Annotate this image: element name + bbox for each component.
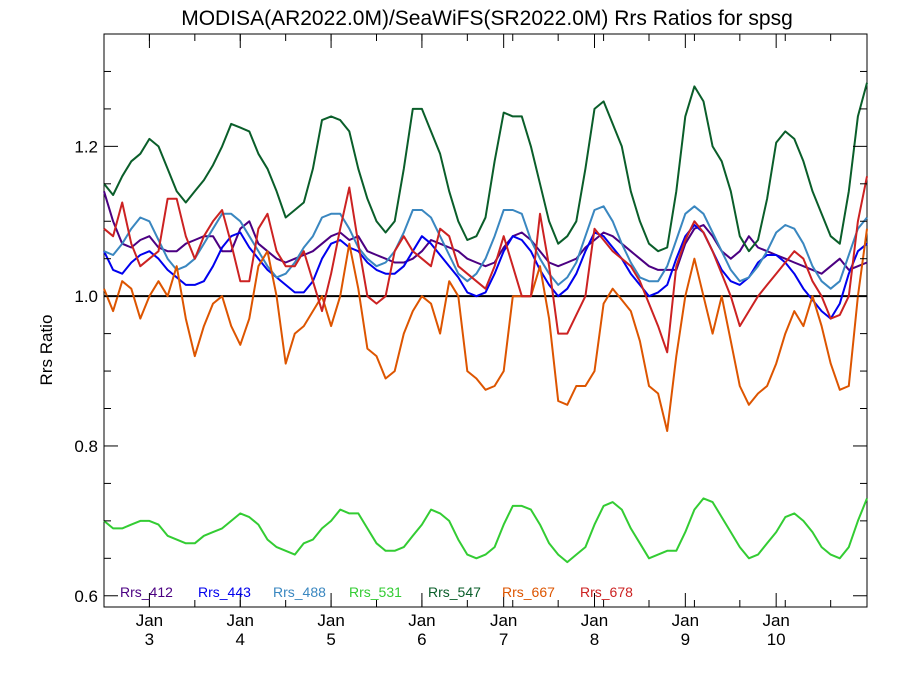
x-tick-month-label: Jan xyxy=(672,611,699,630)
x-tick-month-label: Jan xyxy=(227,611,254,630)
legend-entry: Rrs_412 xyxy=(120,584,173,600)
x-tick-month-label: Jan xyxy=(136,611,163,630)
legend: Rrs_412 Rrs_443 Rrs_488 Rrs_531 Rrs_547 Rrs_6… xyxy=(120,584,633,600)
y-axis-label: Rrs Ratio xyxy=(37,315,56,386)
x-tick-day-label: 3 xyxy=(145,630,154,649)
plot-frame xyxy=(103,33,868,608)
series-line-rrs-412 xyxy=(103,191,868,275)
x-tick-day-label: 7 xyxy=(499,630,508,649)
legend-entry: Rrs_488 xyxy=(273,584,326,600)
series-line-rrs-531 xyxy=(103,497,868,564)
legend-entry: Rrs_678 xyxy=(580,584,633,600)
y-tick-label: 0.6 xyxy=(74,587,98,606)
series-layer xyxy=(103,82,868,564)
x-tick-day-label: 10 xyxy=(767,630,786,649)
series-line-rrs-667 xyxy=(103,228,868,432)
y-tick-label: 1.0 xyxy=(74,287,98,306)
x-tick-month-label: Jan xyxy=(408,611,435,630)
series-line-rrs-443 xyxy=(103,224,868,320)
series-line-rrs-488 xyxy=(103,205,868,290)
legend-entry: Rrs_443 xyxy=(198,584,251,600)
x-tick-day-label: 8 xyxy=(590,630,599,649)
legend-entry: Rrs_667 xyxy=(502,584,555,600)
series-line-rrs-547 xyxy=(103,82,868,253)
y-tick-label: 0.8 xyxy=(74,437,98,456)
x-tick-day-label: 5 xyxy=(326,630,335,649)
legend-entry: Rrs_547 xyxy=(428,584,481,600)
x-tick-day-label: 6 xyxy=(417,630,426,649)
y-tick-label: 1.2 xyxy=(74,137,98,156)
ticks-layer: 0.60.81.01.2Jan3Jan4Jan5Jan6Jan7Jan8Jan9… xyxy=(74,33,867,649)
x-tick-month-label: Jan xyxy=(762,611,789,630)
x-tick-day-label: 4 xyxy=(236,630,245,649)
chart-title: MODISA(AR2022.0M)/SeaWiFS(SR2022.0M) Rrs… xyxy=(181,7,793,30)
x-tick-month-label: Jan xyxy=(317,611,344,630)
x-tick-month-label: Jan xyxy=(581,611,608,630)
legend-entry: Rrs_531 xyxy=(349,584,402,600)
x-tick-month-label: Jan xyxy=(490,611,517,630)
series-line-rrs-678 xyxy=(103,176,868,354)
axes xyxy=(103,33,868,608)
x-tick-day-label: 9 xyxy=(681,630,690,649)
